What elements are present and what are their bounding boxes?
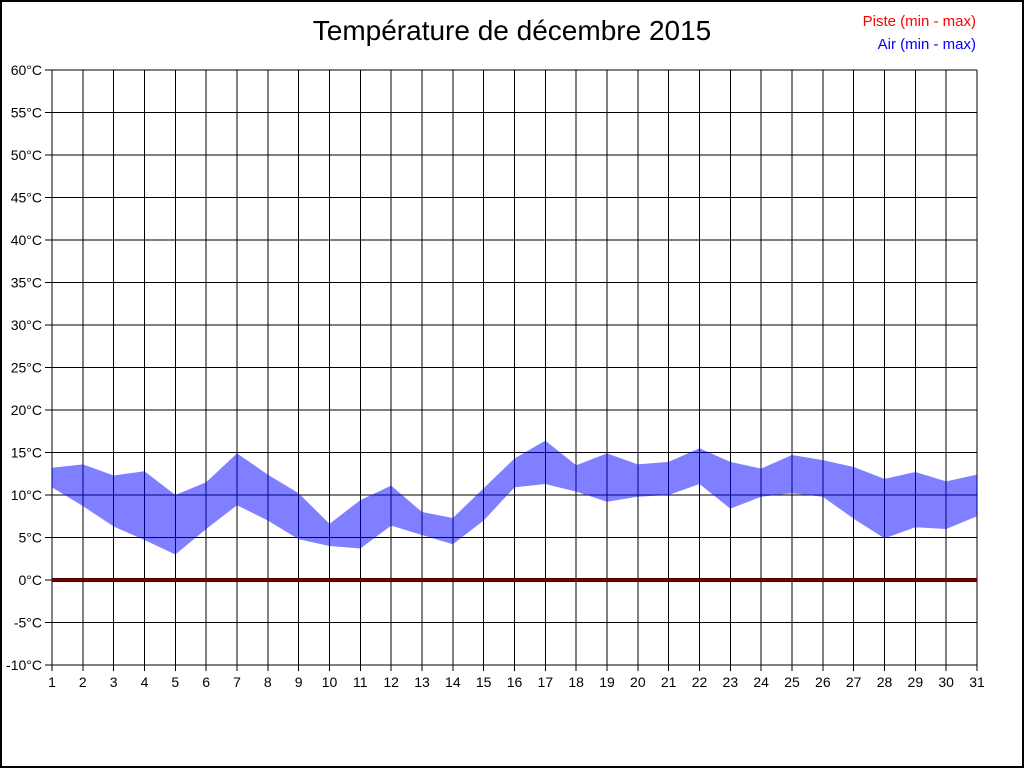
y-axis-label: -10°C [6,657,42,673]
y-axis-label: 15°C [11,445,42,461]
y-axis-label: 10°C [11,487,42,503]
x-axis-label: 28 [877,674,893,690]
x-axis-label: 7 [233,674,241,690]
x-axis-label: 13 [414,674,430,690]
y-axis-label: 45°C [11,190,42,206]
y-axis-label: 0°C [19,572,43,588]
x-axis-label: 4 [141,674,149,690]
x-axis-label: 18 [568,674,584,690]
x-axis-label: 31 [969,674,985,690]
y-axis-label: 55°C [11,105,42,121]
x-axis-label: 23 [723,674,739,690]
y-axis-label: -5°C [14,615,42,631]
x-axis-label: 15 [476,674,492,690]
x-axis-label: 6 [202,674,210,690]
x-axis-label: 8 [264,674,272,690]
x-axis-label: 10 [322,674,338,690]
x-axis-label: 5 [171,674,179,690]
y-axis-label: 35°C [11,275,42,291]
legend-item-air: Air (min - max) [877,36,976,53]
y-axis-label: 5°C [19,530,43,546]
x-axis-label: 21 [661,674,677,690]
x-axis-label: 16 [507,674,523,690]
x-axis-label: 20 [630,674,646,690]
legend-item-piste: Piste (min - max) [862,13,976,30]
x-axis-label: 24 [753,674,769,690]
air-minmax-band [52,440,977,555]
y-axis-label: 50°C [11,147,42,163]
y-axis-label: 30°C [11,317,42,333]
x-axis-label: 9 [295,674,303,690]
x-axis-label: 25 [784,674,800,690]
y-axis-label: 40°C [11,232,42,248]
x-axis-label: 22 [692,674,708,690]
y-axis-label: 25°C [11,360,42,376]
x-axis-label: 1 [48,674,56,690]
x-axis-label: 27 [846,674,862,690]
x-axis-label: 30 [938,674,954,690]
chart-title: Température de décembre 2015 [312,15,712,46]
x-axis-label: 11 [353,674,368,690]
y-axis-label: 20°C [11,402,42,418]
x-axis-label: 17 [538,674,554,690]
x-axis-label: 14 [445,674,461,690]
x-axis-label: 3 [110,674,118,690]
x-axis-label: 29 [908,674,924,690]
x-axis-label: 26 [815,674,831,690]
x-axis-label: 12 [383,674,399,690]
x-axis-label: 2 [79,674,87,690]
x-axis-label: 19 [599,674,615,690]
legend: Piste (min - max) Air (min - max) [863,10,976,56]
y-axis-label: 60°C [11,62,42,78]
